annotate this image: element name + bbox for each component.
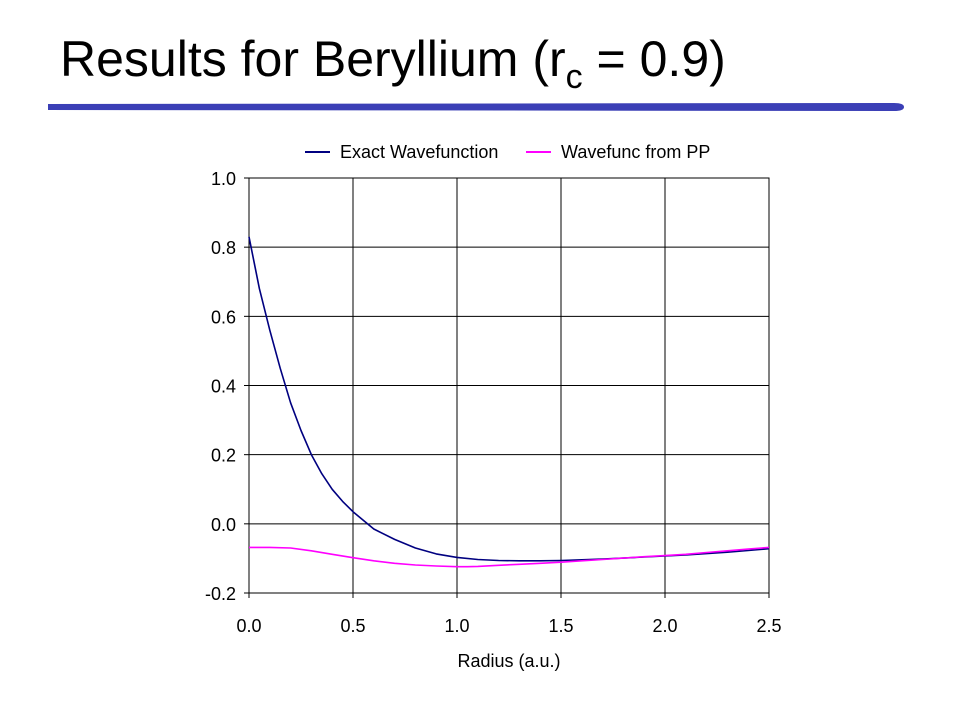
y-tick-label: -0.2	[205, 584, 236, 604]
y-tick-label: 0.6	[211, 307, 236, 327]
title-prefix: Results for Beryllium (r	[60, 31, 566, 87]
x-tick-label: 2.5	[756, 616, 781, 636]
y-tick-label: 1.0	[211, 169, 236, 189]
legend-label: Exact Wavefunction	[340, 142, 498, 162]
x-tick-label: 1.0	[444, 616, 469, 636]
title-subscript: c	[565, 58, 583, 96]
x-tick-label: 2.0	[652, 616, 677, 636]
y-tick-label: 0.4	[211, 377, 236, 397]
legend-label: Wavefunc from PP	[561, 142, 710, 162]
y-tick-label: 0.8	[211, 238, 236, 258]
legend: Exact Wavefunction Wavefunc from PP	[305, 142, 710, 162]
title-suffix: = 0.9)	[582, 31, 726, 87]
x-tick-label: 1.5	[548, 616, 573, 636]
x-tick-label: 0.0	[236, 616, 261, 636]
x-tick-label: 0.5	[340, 616, 365, 636]
title-underline	[48, 103, 904, 111]
series-line-1	[249, 546, 770, 568]
series-group	[248, 236, 770, 568]
y-tick-label: 0.2	[211, 446, 236, 466]
x-axis-title: Radius (a.u.)	[457, 651, 560, 671]
slide-title: Results for Beryllium (rc = 0.9)	[60, 30, 726, 97]
axis-ticks: 0.0 0.5 1.0 1.5 2.0 2.51.00.80.60.40.20.0-0.2	[205, 169, 782, 636]
y-tick-label: 0.0	[211, 515, 236, 535]
